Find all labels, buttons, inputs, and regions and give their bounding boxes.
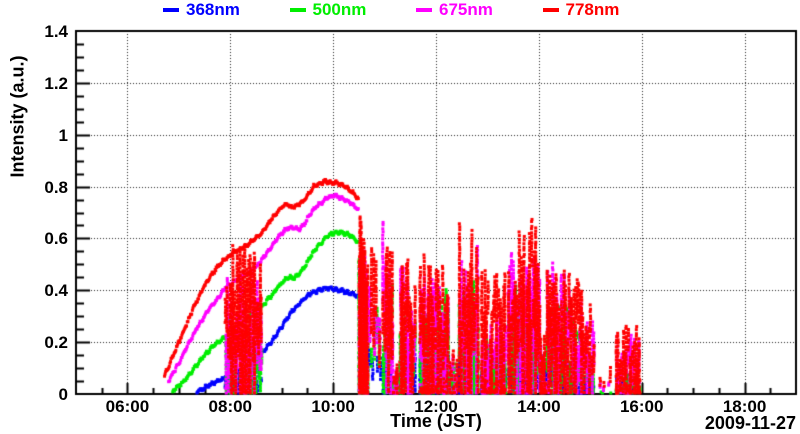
x-tick-label: 10:00 [311, 397, 355, 416]
x-tick-label: 14:00 [517, 397, 561, 416]
y-tick-label: 1 [58, 125, 68, 145]
x-tick-label: 16:00 [619, 397, 664, 416]
legend-label: 675nm [439, 0, 493, 19]
x-tick-label: 18:00 [722, 397, 767, 416]
y-tick-label: 0.4 [44, 281, 68, 301]
legend-marker-line [289, 8, 306, 12]
legend-label: 500nm [312, 0, 367, 19]
legend-item-500nm: 500nm [289, 0, 367, 19]
y-tick-label: 0 [58, 385, 68, 404]
legend-marker-line [163, 8, 179, 12]
x-axis-title: Time (JST) [390, 411, 482, 431]
date-label: 2009-11-27 [704, 413, 796, 433]
legend-label: 368nm [186, 0, 240, 19]
legend-item-778nm: 778nm [542, 0, 620, 19]
x-tick-label: 12:00 [414, 397, 458, 416]
y-tick-label: 1.4 [44, 22, 68, 41]
legend-marker-line [416, 8, 432, 12]
legend-item-675nm: 675nm [416, 0, 493, 19]
y-tick-label: 0.6 [44, 229, 68, 249]
legend-item-368nm: 368nm [163, 0, 240, 19]
x-tick-label: 08:00 [208, 397, 253, 416]
legend-label: 778nm [565, 0, 620, 19]
y-axis-title: Intensity (a.u.) [7, 55, 28, 178]
y-tick-label: 0.2 [44, 333, 68, 353]
x-tick-label: 06:00 [105, 397, 150, 416]
y-tick-label: 0.8 [44, 177, 68, 197]
legend-marker-line [542, 8, 559, 12]
y-tick-label: 1.2 [44, 73, 68, 93]
